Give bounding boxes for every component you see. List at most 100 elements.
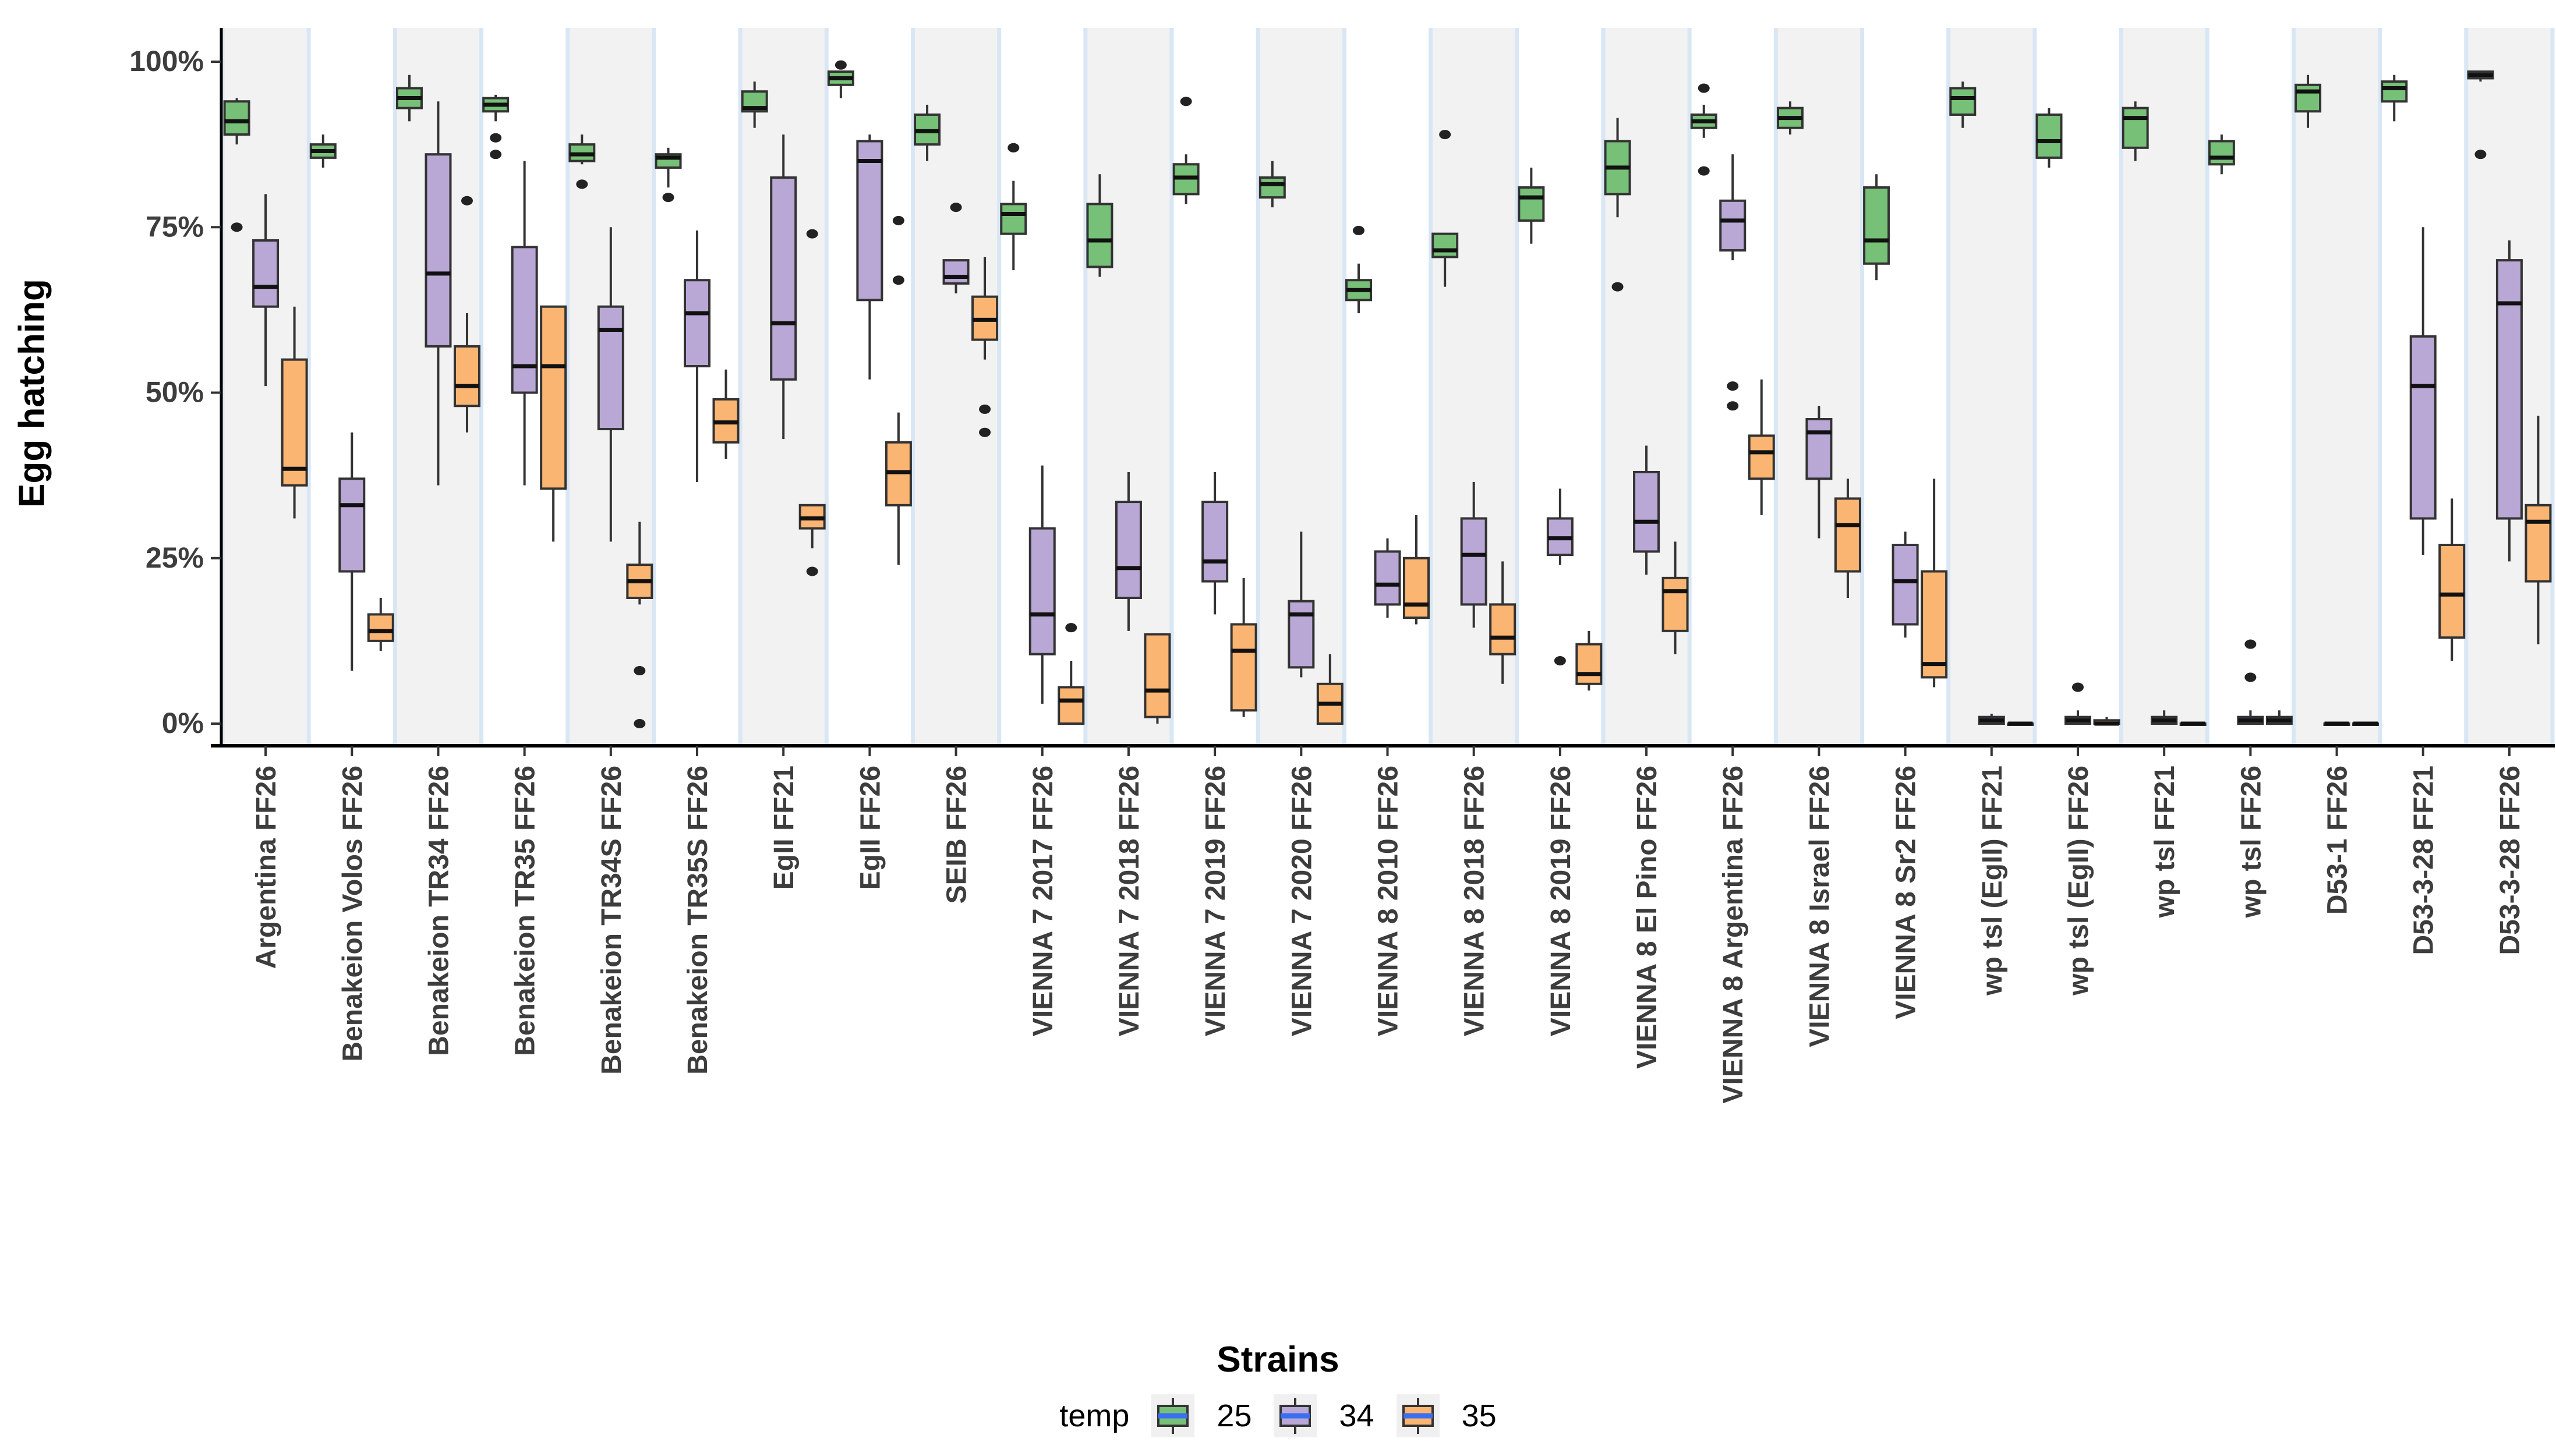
outlier-dot: [892, 215, 904, 225]
panel-separator: [1946, 28, 1951, 746]
y-tick-label: 75%: [146, 210, 204, 243]
box-temp-34: [1288, 600, 1315, 669]
outlier-dot: [2244, 639, 2257, 649]
legend-label-34[interactable]: 34: [1339, 1398, 1374, 1433]
x-tick-label-strain: VIENNA 7 2018 FF26: [1114, 766, 1145, 1036]
box-temp-35: [1230, 623, 1257, 712]
panel-background: [2207, 28, 2294, 746]
outlier-dot: [231, 222, 243, 232]
outlier-dot: [662, 193, 674, 203]
box-temp-25: [2035, 113, 2063, 159]
x-tick-label-strain: EgII FF21: [769, 766, 800, 890]
panel-separator: [2205, 28, 2209, 746]
box-temp-35: [540, 305, 567, 490]
x-tick-label-strain: VIENNA 8 Sr2 FF26: [1891, 766, 1922, 1019]
legend: temp 25 34 35: [0, 1394, 2556, 1437]
panel-separator: [652, 28, 656, 746]
panel-background: [1344, 28, 1431, 746]
outlier-dot: [979, 404, 991, 414]
box-temp-35: [2525, 504, 2552, 583]
box-temp-34: [1633, 470, 1660, 553]
y-tick-label: 25%: [146, 541, 204, 574]
box-temp-34: [1374, 550, 1401, 606]
box-temp-35: [367, 613, 394, 642]
panel-separator: [1083, 28, 1088, 746]
panel-separator: [479, 28, 484, 746]
outlier-dot: [1180, 97, 1192, 107]
outlier-dot: [835, 60, 847, 70]
x-axis-title: Strains: [1217, 1340, 1339, 1380]
x-tick-label-strain: VIENNA 7 2020 FF26: [1286, 766, 1317, 1036]
x-tick-label-strain: D53-3-28 FF26: [2495, 766, 2526, 955]
panel-separator: [1773, 28, 1778, 746]
legend-key-34[interactable]: [1274, 1394, 1317, 1437]
box-temp-35: [1921, 570, 1948, 679]
box-temp-25: [1431, 232, 1459, 258]
outlier-dot: [2071, 682, 2084, 692]
box-temp-34: [942, 259, 970, 285]
x-tick-label-strain: VIENNA 8 2018 FF26: [1459, 766, 1490, 1036]
outlier-dot: [1698, 166, 1710, 176]
box-temp-35: [1661, 576, 1689, 632]
legend-label-25[interactable]: 25: [1217, 1398, 1252, 1433]
x-tick-label-strain: wp tsl (EgII) FF26: [2063, 766, 2094, 996]
panel-separator: [1687, 28, 1692, 746]
x-tick-label-strain: VIENNA 7 2019 FF26: [1200, 766, 1231, 1036]
panel-separator: [2032, 28, 2037, 746]
x-tick-label-strain: D53-3-28 FF21: [2409, 766, 2440, 955]
x-tick-label-strain: SEIB FF26: [942, 766, 973, 904]
outlier-dot: [576, 179, 588, 189]
panel-background: [1776, 28, 1862, 746]
box-temp-35: [1058, 686, 1085, 725]
panel-separator: [1860, 28, 1865, 746]
outlier-dot: [634, 666, 646, 676]
box-temp-34: [770, 176, 797, 381]
panel-separator: [738, 28, 743, 746]
outlier-dot: [950, 203, 962, 212]
outlier-dot: [979, 427, 991, 437]
panel-separator: [2378, 28, 2382, 746]
boxplot-key-icon: [1402, 1398, 1434, 1434]
panel-separator: [1342, 28, 1346, 746]
x-tick-label-strain: VIENNA 7 2017 FF26: [1028, 766, 1059, 1036]
panel-background: [1603, 28, 1690, 746]
x-tick-label-strain: VIENNA 8 2010 FF26: [1373, 766, 1404, 1036]
box-temp-34: [2495, 259, 2523, 520]
box-temp-25: [1000, 203, 1027, 235]
outlier-dot: [490, 150, 502, 160]
box-temp-25: [2208, 140, 2235, 166]
x-tick-label-strain: D53-1 FF26: [2322, 766, 2353, 915]
outlier-dot: [490, 133, 502, 143]
x-tick-label-strain: wp tsl FF26: [2236, 766, 2267, 918]
x-tick-label-strain: wp tsl FF21: [2150, 766, 2180, 918]
panel-background: [1948, 28, 2035, 746]
outlier-dot: [1353, 225, 1364, 235]
y-axis-title: Egg hatching: [12, 279, 52, 508]
box-temp-34: [1805, 417, 1833, 480]
box-temp-34: [1719, 199, 1747, 252]
legend-key-35[interactable]: [1396, 1394, 1440, 1437]
panel-separator: [1256, 28, 1260, 746]
y-tick-label: 0%: [162, 707, 204, 739]
outlier-dot: [1007, 143, 1020, 153]
panel-separator: [997, 28, 1002, 746]
box-temp-34: [1115, 501, 1142, 599]
x-tick-label-strain: Benakeion TR35 FF26: [510, 766, 541, 1056]
box-temp-34: [684, 279, 711, 368]
box-temp-34: [856, 140, 883, 302]
outlier-dot: [1727, 401, 1739, 411]
x-tick-label-strain: EgII FF26: [855, 766, 886, 890]
box-temp-25: [1086, 203, 1113, 268]
box-temp-25: [1949, 87, 1977, 116]
y-tick-label: 50%: [146, 376, 204, 409]
legend-label-35[interactable]: 35: [1461, 1398, 1497, 1433]
outlier-dot: [1611, 282, 1624, 292]
boxplot-key-icon: [1279, 1398, 1311, 1434]
outlier-dot: [634, 719, 646, 728]
box-temp-34: [597, 305, 624, 431]
box-temp-35: [453, 345, 480, 408]
box-temp-35: [1834, 497, 1861, 573]
legend-key-25[interactable]: [1151, 1394, 1195, 1437]
